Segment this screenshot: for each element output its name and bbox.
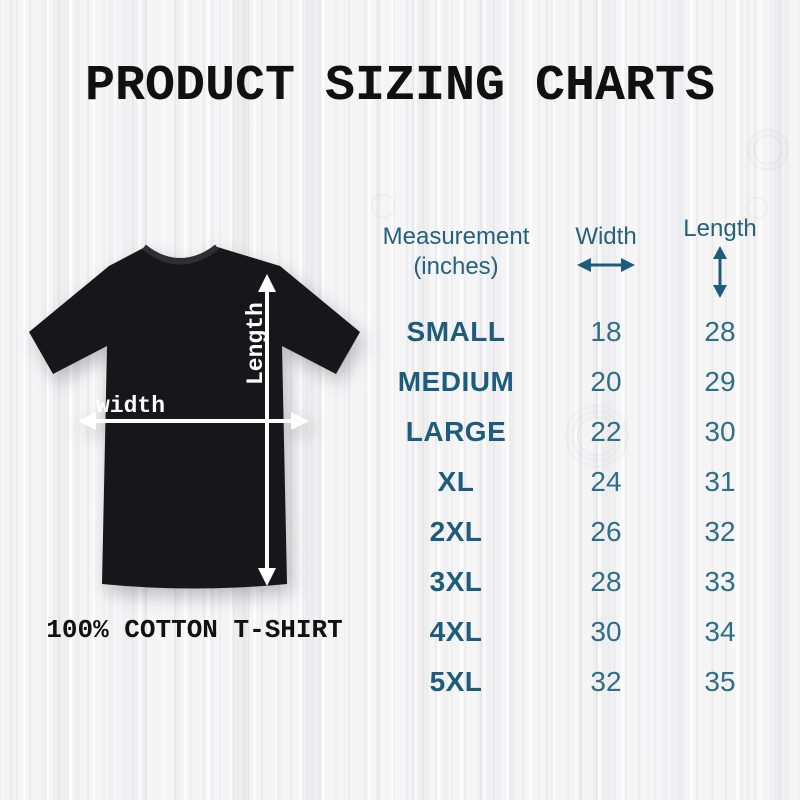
size-label: XL [437, 466, 475, 497]
length-value: 28 [704, 316, 736, 347]
size-label: 3XL [429, 566, 483, 597]
size-label: 4XL [429, 616, 483, 647]
length-value: 34 [704, 616, 736, 647]
width-arrow [78, 412, 309, 430]
width-value: 18 [590, 316, 622, 347]
tshirt-diagram: width Length [22, 240, 367, 600]
vertical-arrow-icon [713, 246, 727, 298]
size-table: SMALL 18 28 MEDIUM 20 29 LARGE 22 30 XL … [370, 307, 770, 707]
width-header-label: Width [575, 223, 637, 250]
width-value: 20 [590, 366, 622, 397]
width-value: 28 [590, 566, 622, 597]
column-header-measurement: Measurement (inches) [370, 210, 542, 298]
horizontal-arrow-icon [577, 258, 635, 272]
length-arrow [258, 274, 276, 586]
size-label: SMALL [406, 316, 506, 347]
measurement-label-line1: Measurement [382, 223, 530, 250]
cotton-caption: 100% COTTON T-SHIRT [46, 615, 343, 645]
length-header-label: Length [683, 215, 757, 242]
size-label: 5XL [429, 666, 483, 697]
tshirt-illustration: width Length [29, 244, 360, 589]
size-label: MEDIUM [397, 366, 515, 397]
size-label: 2XL [429, 516, 483, 547]
length-value: 30 [704, 416, 736, 447]
width-value: 24 [590, 466, 622, 497]
width-value: 30 [590, 616, 622, 647]
length-value: 33 [704, 566, 736, 597]
column-header-length: Length [670, 210, 770, 298]
shirt-width-label: width [96, 393, 165, 419]
length-value: 29 [704, 366, 736, 397]
tshirt-body [29, 246, 360, 589]
width-value: 32 [590, 666, 622, 697]
length-value: 32 [704, 516, 736, 547]
tshirt-collar [142, 244, 219, 265]
length-value: 35 [704, 666, 736, 697]
size-label: LARGE [405, 416, 507, 447]
width-value: 22 [590, 416, 622, 447]
size-table-header: Measurement (inches) Width Length [370, 210, 770, 298]
width-value: 26 [590, 516, 622, 547]
shirt-length-label: Length [243, 302, 269, 385]
measurement-label-line2: (inches) [413, 253, 499, 280]
page-title: PRODUCT SIZING CHARTS [84, 58, 716, 115]
column-header-width: Width [542, 210, 670, 298]
length-value: 31 [704, 466, 736, 497]
